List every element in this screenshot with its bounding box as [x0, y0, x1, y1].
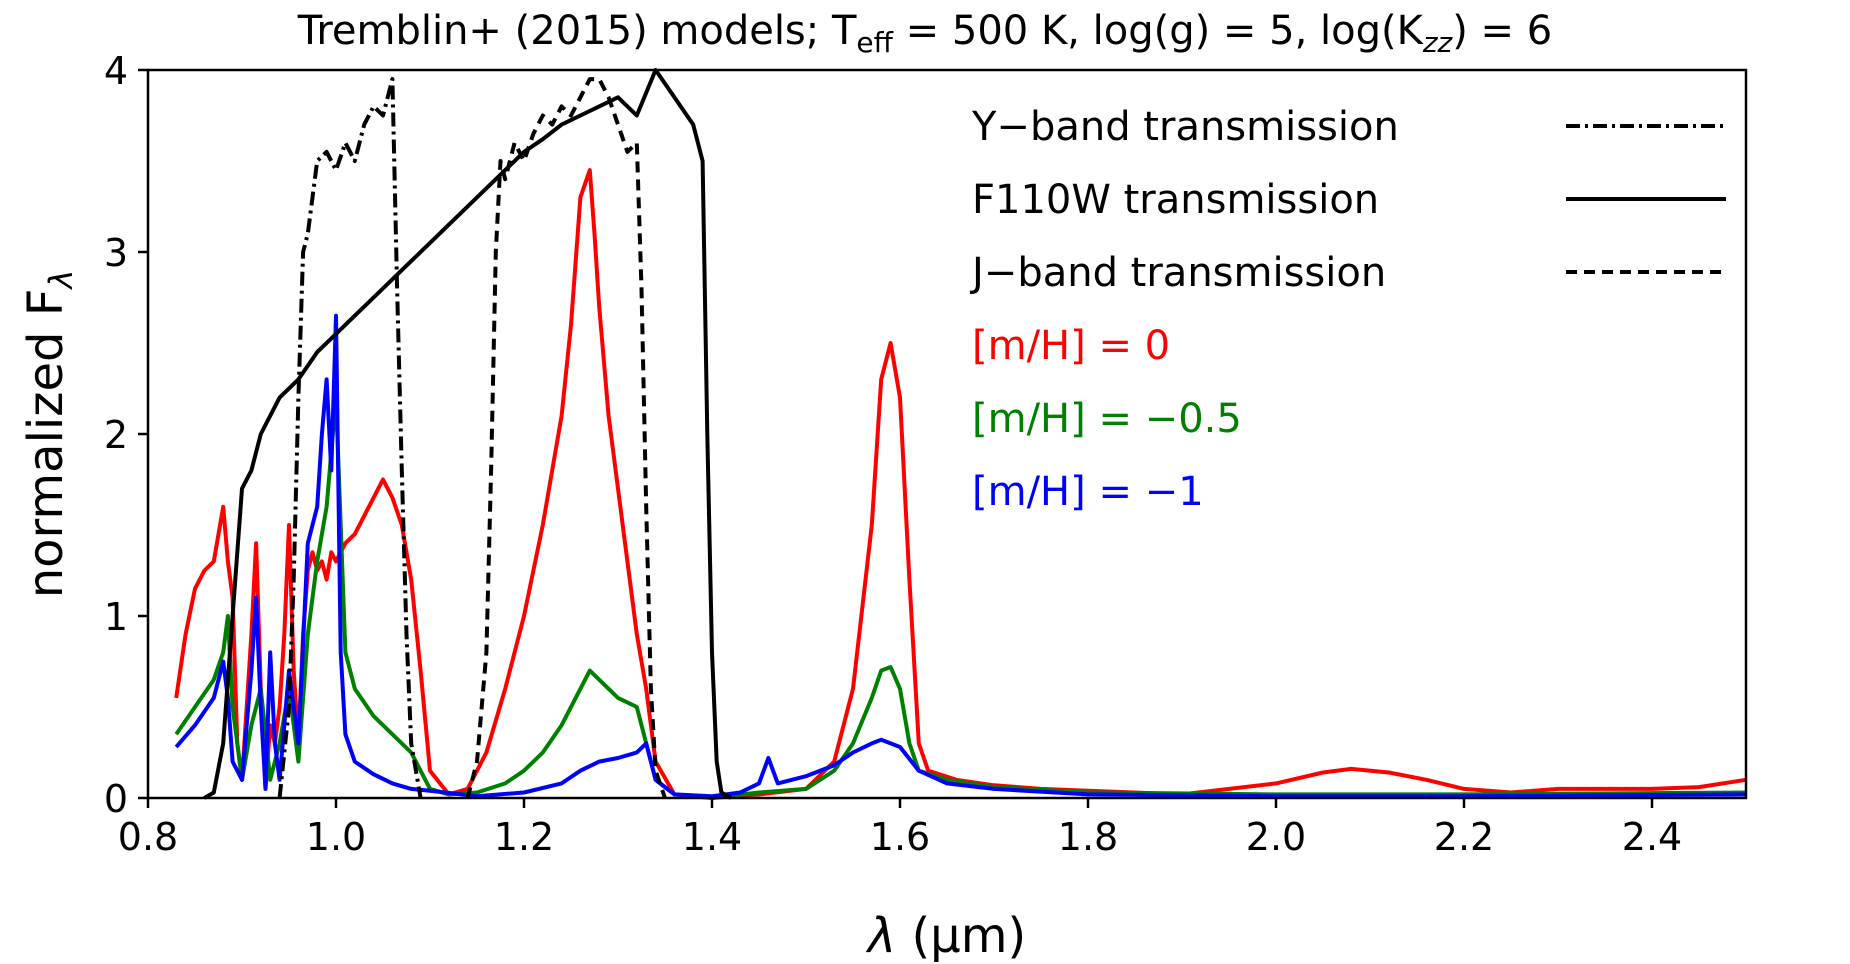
series-line-j-band-transmission	[465, 77, 667, 799]
y-tick-label: 3	[104, 231, 128, 275]
x-axis-label-unit: (μm)	[911, 908, 1026, 964]
chart-title-part-2: = 500 K, log(g) = 5, log(K	[893, 8, 1425, 54]
axis-ticks: 0.8 1.0 1.2 1.4 1.6 1.8 2.0 2.2 2.4 0 1 2 3 4	[104, 49, 1682, 859]
x-axis-label: λ (μm)	[865, 908, 1026, 964]
series-line-m-h-1	[174, 313, 1747, 799]
x-tick-label: 2.0	[1246, 815, 1306, 859]
x-axis-label-lambda: λ	[865, 908, 896, 964]
x-tick-label: 2.2	[1434, 815, 1494, 859]
legend-label-m-h-0: [m/H] = 0	[972, 323, 1170, 369]
legend-label-m-h-0-5: [m/H] = −0.5	[972, 396, 1242, 442]
y-tick-label: 2	[104, 413, 128, 457]
series-line-y-band-transmission	[277, 77, 423, 799]
legend-label-f110w-transmission: F110W transmission	[972, 177, 1379, 223]
series-line-m-h-0	[174, 168, 1747, 800]
x-tick-label: 1.0	[306, 815, 366, 859]
chart-title-teff-subscript: eff	[856, 26, 893, 59]
y-tick-label: 1	[104, 595, 128, 639]
y-axis-label-main: normalized F	[18, 289, 74, 599]
chart-title-part-1: Tremblin+ (2015) models; T	[297, 8, 857, 54]
plot-frame	[146, 68, 1748, 800]
x-tick-label: 1.8	[1058, 815, 1118, 859]
chart-title-kzz-subscript: zz	[1422, 26, 1454, 59]
series-line-f110w-transmission	[203, 68, 732, 800]
plot-area	[174, 68, 1747, 800]
x-tick-label: 1.4	[682, 815, 742, 859]
y-tick-label: 0	[104, 777, 128, 821]
y-axis-label-subscript: λ	[42, 270, 80, 291]
legend-label-m-h-1: [m/H] = −1	[972, 469, 1204, 515]
legend-label-y-band-transmission: Y−band transmission	[971, 104, 1399, 150]
legend: Y−band transmission F110W transmission J−b…	[969, 104, 1726, 515]
legend-label-j-band-transmission: J−band transmission	[969, 250, 1386, 296]
x-tick-label: 1.2	[494, 815, 554, 859]
x-tick-label: 1.6	[870, 815, 930, 859]
chart-title: Tremblin+ (2015) models; Teff = 500 K, l…	[297, 8, 1552, 59]
y-axis-label: normalized Fλ	[18, 270, 80, 599]
chart-title-part-3: ) = 6	[1452, 8, 1552, 54]
y-tick-label: 4	[104, 49, 128, 93]
x-tick-label: 2.4	[1622, 815, 1682, 859]
x-tick-label: 0.8	[118, 815, 178, 859]
series-line-m-h-0-5	[174, 395, 1747, 800]
